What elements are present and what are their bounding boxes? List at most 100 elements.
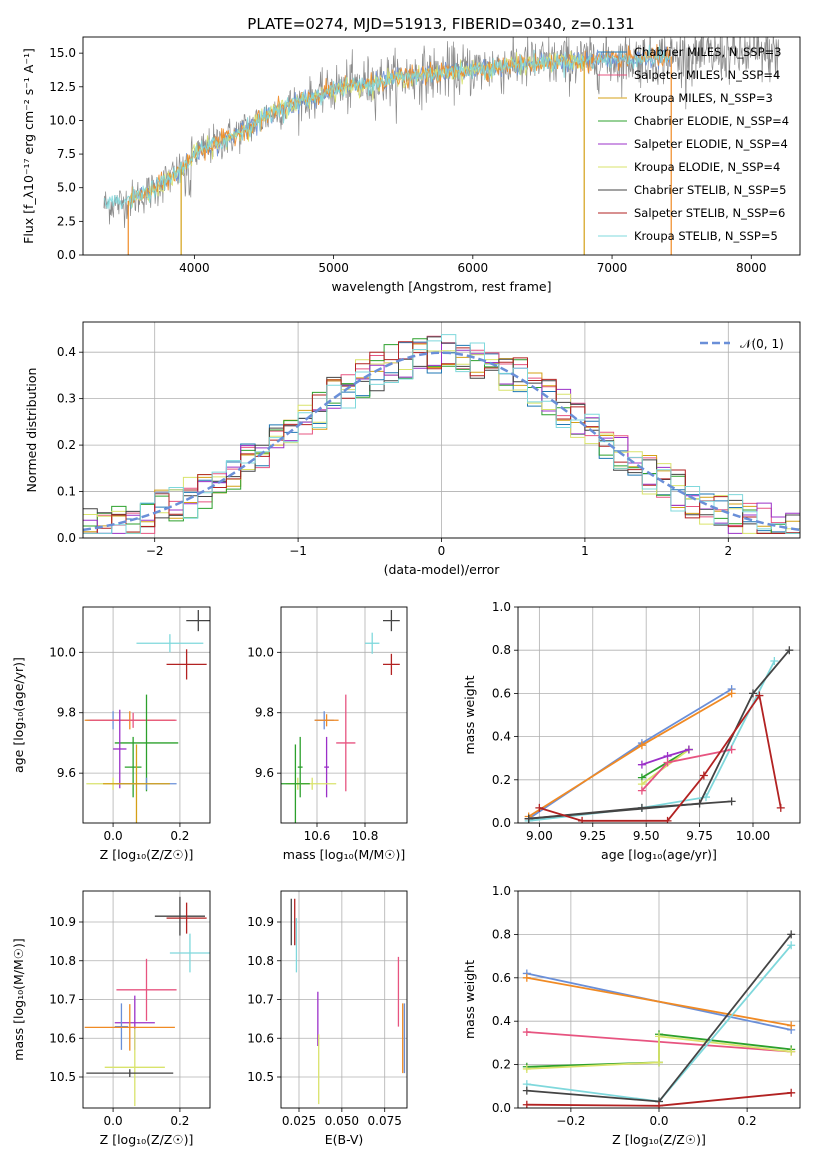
weight-marker: [776, 803, 785, 812]
x-tick-label: 2: [724, 544, 732, 558]
y-axis-label: Flux [f_λ10⁻¹⁷ erg cm⁻² s⁻¹ A⁻¹]: [21, 48, 36, 244]
weight-marker: [522, 973, 531, 982]
y-tick-label: 9.8: [255, 706, 274, 720]
y-tick-label: 0.0: [492, 1101, 511, 1115]
residuals-axes: −2 −1 0 1 2 0.0 0.1 0.2 0.3 0.4 (data-model)/error…: [24, 321, 801, 577]
x-tick-label: 10.6: [304, 829, 331, 843]
plot-area: [83, 334, 800, 534]
weight-marker: [755, 691, 764, 700]
x-tick-label: 1: [581, 544, 589, 558]
x-axis-label: Z [log₁₀(Z/Z☉)]: [612, 1132, 706, 1147]
x-tick-label: 9.50: [633, 829, 660, 843]
weight-series-line: [528, 660, 776, 822]
y-tick-label: 10.9: [247, 915, 274, 929]
weight-marker: [663, 758, 672, 767]
x-tick-label: −0.2: [556, 1114, 585, 1128]
residual-histogram: [83, 334, 800, 534]
weight-marker: [655, 1032, 663, 1041]
y-tick-label: 0.1: [57, 485, 76, 499]
weight-marker: [787, 930, 796, 939]
weight-marker: [787, 1021, 796, 1030]
y-tick-label: 0.2: [57, 438, 76, 452]
legend-label: Chabrier MILES, N_SSP=3: [634, 45, 781, 59]
x-tick-label: 8000: [736, 261, 767, 275]
x-tick-label: 0.0: [649, 1114, 668, 1128]
x-tick-label: 0: [438, 544, 446, 558]
y-tick-label: 2.5: [57, 214, 76, 228]
x-axis-label: (data-model)/error: [384, 562, 501, 577]
figure-title: PLATE=0274, MJD=51913, FIBERID=0340, z=0…: [247, 15, 634, 33]
y-tick-label: 0.0: [57, 248, 76, 262]
weight-marker: [727, 745, 736, 754]
y-tick-label: 0.4: [492, 1014, 511, 1028]
weight-marker: [787, 1047, 796, 1056]
y-tick-label: 1.0: [492, 600, 511, 614]
y-tick-label: 10.0: [247, 645, 274, 659]
x-axis-label: mass [log₁₀(M/M☉)]: [283, 847, 405, 862]
residual-histogram: [83, 336, 800, 534]
y-tick-label: 10.9: [49, 915, 76, 929]
axes-frame: [280, 890, 408, 1109]
plot-area: [522, 930, 796, 1108]
y-tick-label: 12.5: [49, 80, 76, 94]
y-tick-label: 9.6: [57, 766, 76, 780]
plot-area: [103, 37, 780, 255]
axes-frame: [280, 606, 408, 824]
y-tick-label: 7.5: [57, 147, 76, 161]
weight-marker: [787, 1088, 796, 1097]
plot-area: [84, 610, 210, 823]
x-axis-label: Z [log₁₀(Z/Z☉)]: [100, 1132, 194, 1147]
weight-series-line: [539, 693, 782, 822]
x-tick-label: 9.75: [686, 829, 713, 843]
x-tick-label: 0.0: [104, 829, 123, 843]
y-tick-label: 10.5: [247, 1070, 274, 1084]
y-tick-label: 1.0: [492, 884, 511, 898]
weight-marker: [727, 797, 736, 806]
y-tick-label: 10.0: [49, 113, 76, 127]
x-tick-label: 10.00: [736, 829, 770, 843]
y-axis-label: mass [log₁₀(M/M☉)]: [11, 938, 26, 1060]
spectrum-axes: 4000 5000 6000 7000 8000 0.0 2.5 5.0 7.5 10.0 12.5…: [21, 36, 801, 294]
y-tick-label: 10.7: [49, 993, 76, 1007]
weight-marker: [699, 771, 708, 780]
x-axis-label: Z [log₁₀(Z/Z☉)]: [100, 847, 194, 862]
y-tick-label: 0.6: [492, 971, 511, 985]
mass-vs-Z-axes: 0.0 0.2 10.5 10.6 10.7 10.8 10.9 Z [log₁₀(Z/Z☉)…: [11, 890, 211, 1147]
x-axis-label: age [log₁₀(age/yr)]: [601, 847, 717, 862]
y-tick-label: 0.8: [492, 927, 511, 941]
weight-marker: [535, 803, 544, 812]
y-tick-label: 5.0: [57, 181, 76, 195]
x-axis-label: wavelength [Angstrom, rest frame]: [331, 279, 551, 294]
weight-marker: [727, 689, 736, 698]
residual-histogram: [83, 341, 800, 534]
model-spectrum-line: [103, 44, 671, 210]
weight-vs-Z-axes: −0.2 0.0 0.2 0.0 0.2 0.4 0.6 0.8 1.0 Z [log₁₀(Z/Z…: [462, 884, 801, 1147]
plot-area: [290, 898, 406, 1105]
x-tick-label: 6000: [458, 261, 489, 275]
legend-label: Salpeter STELIB, N_SSP=6: [634, 206, 785, 220]
x-tick-label: 0.2: [170, 1114, 189, 1128]
x-tick-label: 9.00: [526, 829, 553, 843]
weight-series-line: [526, 1035, 792, 1070]
plot-area: [281, 610, 400, 823]
legend-label: Salpeter MILES, N_SSP=4: [634, 68, 780, 82]
weight-marker: [637, 786, 646, 795]
x-tick-label: 7000: [597, 261, 628, 275]
y-tick-label: 0.2: [492, 1058, 511, 1072]
axes-frame: [82, 321, 801, 539]
weight-vs-age-axes: 9.00 9.25 9.50 9.75 10.00 0.0 0.2 0.4 0.6 0.8 1.0 a…: [462, 600, 801, 862]
weight-marker: [522, 1100, 531, 1108]
y-tick-label: 0.3: [57, 392, 76, 406]
y-axis-label: mass weight: [462, 960, 477, 1039]
weight-marker: [637, 741, 646, 750]
x-tick-label: 0.2: [170, 829, 189, 843]
x-tick-label: 10.8: [352, 829, 379, 843]
legend-label: Chabrier STELIB, N_SSP=5: [634, 183, 786, 197]
legend-label: Kroupa MILES, N_SSP=3: [634, 91, 773, 105]
legend-label: 𝒩(0, 1): [740, 337, 784, 351]
y-axis-label: mass weight: [462, 675, 477, 754]
weight-marker: [524, 814, 533, 823]
weight-marker: [695, 799, 704, 808]
normal-curve: [83, 351, 800, 532]
